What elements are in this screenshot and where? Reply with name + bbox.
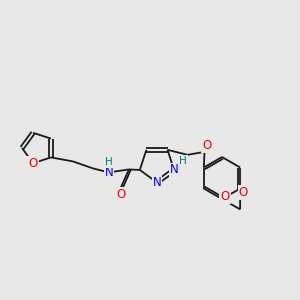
Text: H: H	[105, 158, 113, 167]
Text: O: O	[238, 186, 248, 199]
Text: N: N	[105, 166, 113, 179]
Text: O: O	[28, 157, 38, 170]
Text: H: H	[179, 156, 187, 166]
Text: N: N	[170, 164, 178, 176]
Text: O: O	[116, 188, 126, 201]
Text: N: N	[153, 176, 161, 189]
Text: O: O	[202, 139, 211, 152]
Text: O: O	[220, 190, 230, 203]
